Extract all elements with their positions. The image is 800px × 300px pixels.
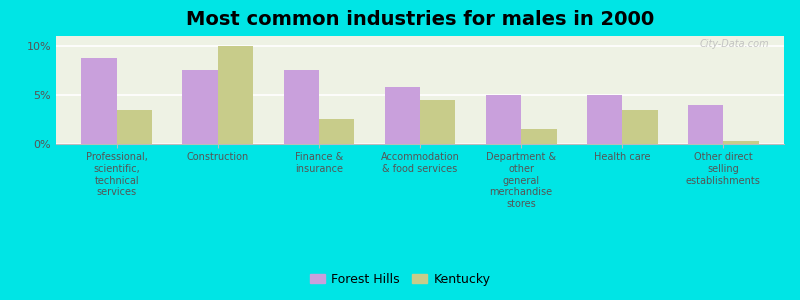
Bar bbox=[182, 70, 218, 144]
Bar bbox=[117, 110, 152, 144]
Bar bbox=[622, 110, 658, 144]
Bar bbox=[283, 70, 319, 144]
Bar bbox=[486, 95, 521, 144]
Title: Most common industries for males in 2000: Most common industries for males in 2000 bbox=[186, 10, 654, 29]
Text: City-Data.com: City-Data.com bbox=[700, 39, 770, 49]
Bar bbox=[723, 141, 758, 144]
Bar bbox=[688, 105, 723, 144]
Legend: Forest Hills, Kentucky: Forest Hills, Kentucky bbox=[305, 268, 495, 291]
Bar bbox=[319, 119, 354, 144]
Bar bbox=[420, 100, 455, 144]
Bar bbox=[587, 95, 622, 144]
Bar bbox=[218, 46, 253, 144]
Bar bbox=[82, 58, 117, 144]
Bar bbox=[385, 87, 420, 144]
Bar bbox=[521, 129, 557, 144]
